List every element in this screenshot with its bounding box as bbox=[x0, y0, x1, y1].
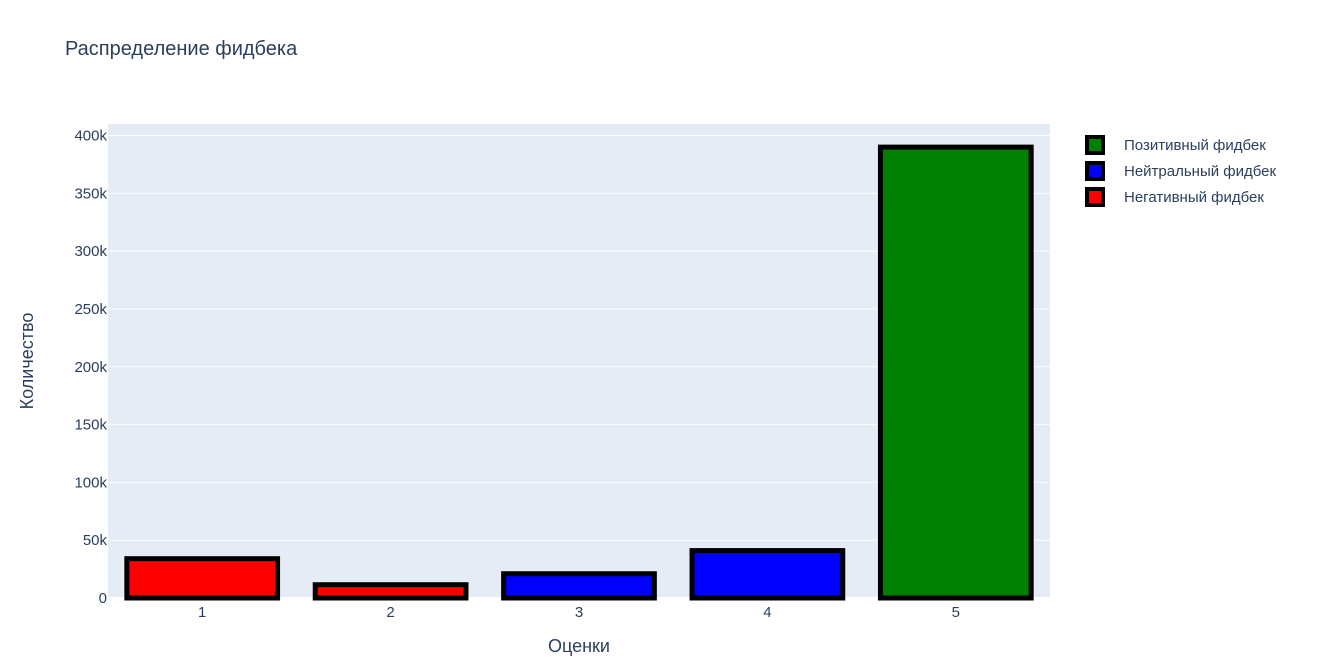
bar-5[interactable] bbox=[877, 144, 1034, 601]
bar-1[interactable] bbox=[124, 556, 281, 601]
x-tick-label: 4 bbox=[763, 604, 771, 621]
legend-swatch bbox=[1085, 187, 1105, 207]
y-tick-label: 400k bbox=[74, 128, 107, 145]
legend-label: Нейтральный фидбек bbox=[1124, 163, 1277, 180]
y-tick-label: 350k bbox=[74, 185, 107, 202]
x-tick-label: 1 bbox=[198, 604, 206, 621]
legend-swatch bbox=[1085, 135, 1105, 155]
x-tick-label: 3 bbox=[575, 604, 583, 621]
y-tick-label: 0 bbox=[99, 590, 107, 607]
bar-4[interactable] bbox=[689, 548, 846, 601]
y-tick-label: 300k bbox=[74, 243, 107, 260]
y-tick-label: 200k bbox=[74, 359, 107, 376]
legend[interactable]: Позитивный фидбек Нейтральный фидбек Негат… bbox=[1085, 135, 1277, 207]
x-axis-ticks: 1 2 3 4 5 bbox=[198, 604, 960, 621]
legend-label: Позитивный фидбек bbox=[1124, 137, 1266, 154]
legend-label: Негативный фидбек bbox=[1124, 189, 1264, 206]
x-axis-title: Оценки bbox=[548, 636, 610, 656]
x-tick-label: 5 bbox=[952, 604, 960, 621]
y-tick-label: 100k bbox=[74, 474, 107, 491]
y-tick-label: 250k bbox=[74, 301, 107, 318]
chart-title: Распределение фидбека bbox=[65, 38, 298, 60]
y-axis-title: Количество bbox=[17, 313, 37, 410]
y-axis-ticks: 0 50k 100k 150k 200k 250k 300k 350k 400k bbox=[74, 128, 107, 607]
y-tick-label: 50k bbox=[83, 532, 108, 549]
legend-item[interactable]: Нейтральный фидбек bbox=[1085, 161, 1277, 181]
bar-3[interactable] bbox=[501, 571, 657, 601]
bar-2[interactable] bbox=[312, 582, 469, 601]
bars bbox=[124, 144, 1034, 601]
y-tick-label: 150k bbox=[74, 417, 107, 434]
legend-swatch bbox=[1085, 161, 1105, 181]
x-tick-label: 2 bbox=[386, 604, 394, 621]
legend-item[interactable]: Позитивный фидбек bbox=[1085, 135, 1266, 155]
legend-item[interactable]: Негативный фидбек bbox=[1085, 187, 1264, 207]
